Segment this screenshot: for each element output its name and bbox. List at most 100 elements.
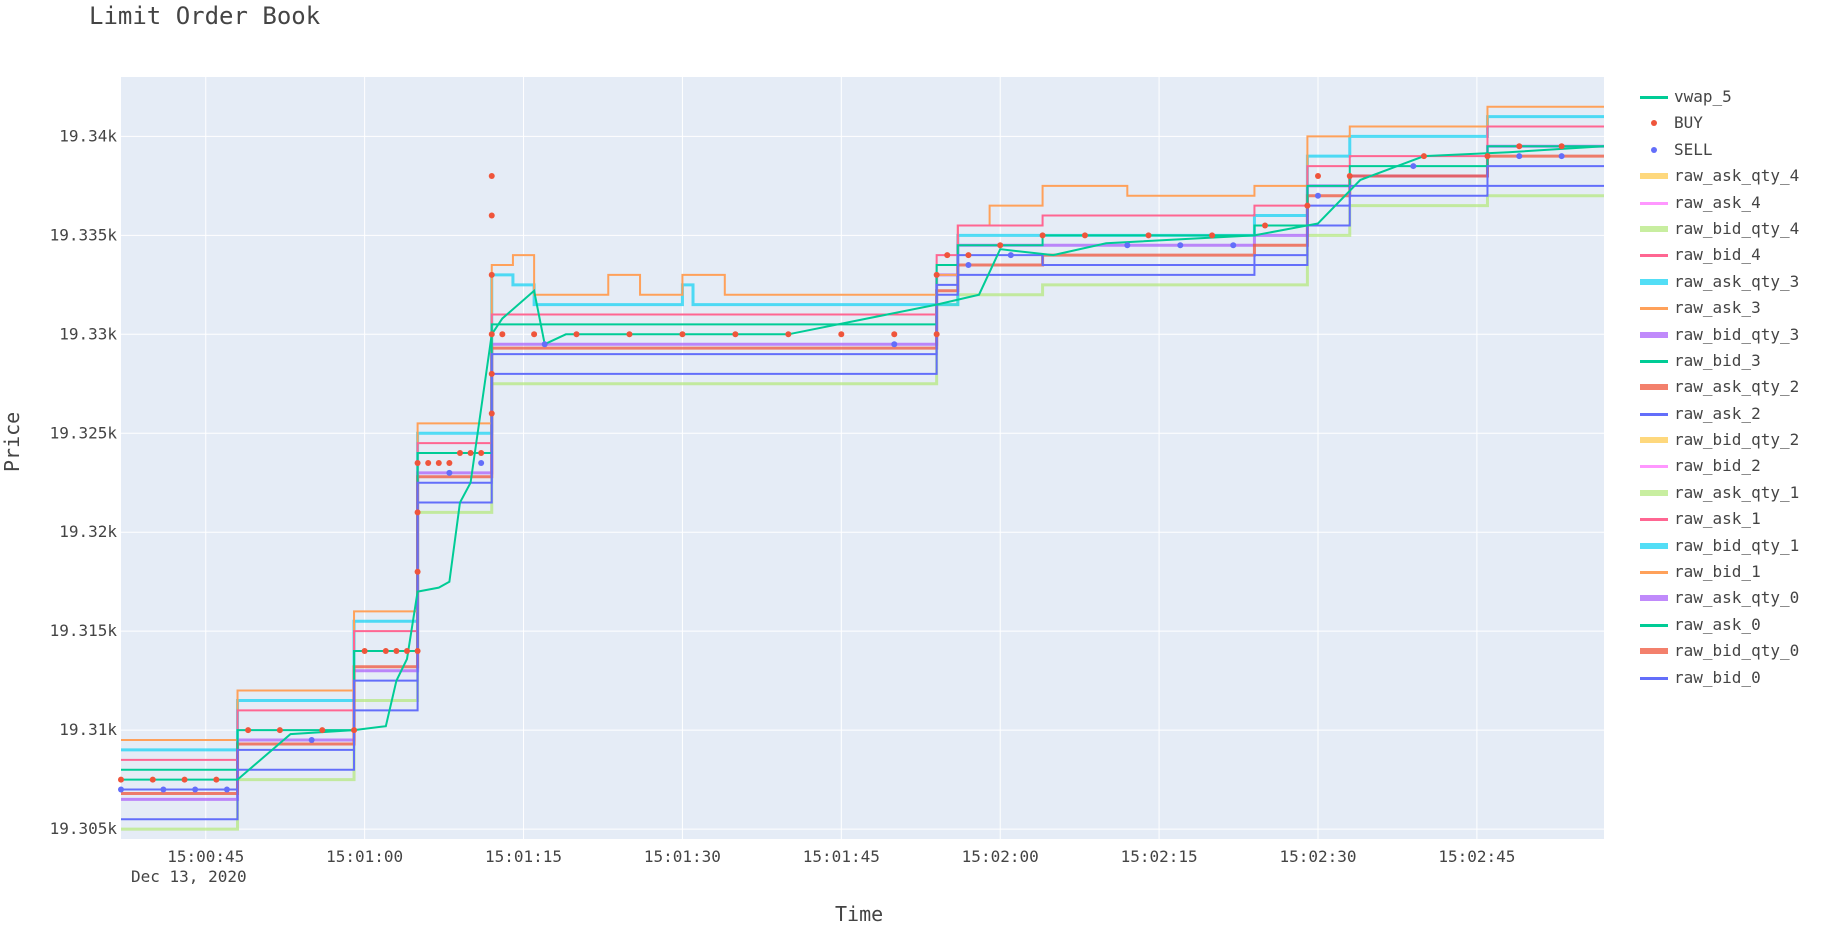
sell-point [478, 459, 485, 466]
x-tick-label: 15:02:15 [1121, 847, 1198, 866]
legend-swatch [1640, 595, 1668, 602]
legend-swatch [1640, 359, 1668, 363]
sell-point [1124, 242, 1131, 249]
buy-point [1081, 232, 1088, 239]
sell-point [308, 737, 315, 744]
legend-label: raw_ask_qty_3 [1674, 271, 1800, 291]
sell-point [160, 786, 167, 793]
sell-point [1230, 242, 1237, 249]
series-raw-bid-0 [121, 165, 1604, 791]
legend-item-buy[interactable]: BUY [1640, 110, 1799, 136]
y-tick-labels: 19.305k 19.31k 19.315k 19.32k 19.325k 19.33k 1… [50, 126, 118, 838]
sell-point [1558, 153, 1565, 160]
buy-point [626, 331, 633, 338]
legend-label: raw_bid_4 [1674, 245, 1761, 265]
series-raw-ask-3 [121, 105, 1604, 742]
legend-swatch [1640, 465, 1668, 469]
buy-point [456, 450, 463, 457]
buy-point [467, 450, 474, 457]
sell-point [223, 786, 230, 793]
legend-label: raw_bid_qty_2 [1674, 430, 1800, 450]
buy-point [1346, 172, 1353, 179]
y-tick-label: 19.335k [50, 225, 118, 244]
y-tick-label: 19.34k [59, 126, 117, 145]
buy-point [414, 568, 421, 575]
sell-point [1314, 192, 1321, 199]
price-levels [121, 105, 1604, 821]
buy-point [276, 727, 283, 734]
series-vwap-5 [121, 145, 1605, 781]
legend-item-raw-bid-qty-1[interactable]: raw_bid_qty_1 [1640, 533, 1799, 559]
legend-item-raw-ask-qty-4[interactable]: raw_ask_qty_4 [1640, 163, 1799, 189]
legend-swatch [1640, 278, 1668, 285]
buy-point [488, 271, 495, 278]
legend-swatch [1640, 307, 1668, 311]
legend-item-raw-ask-4[interactable]: raw_ask_4 [1640, 190, 1799, 216]
chart-title: Limit Order Book [89, 2, 321, 30]
sell-point [1007, 252, 1014, 259]
sell-point [541, 341, 548, 348]
legend-swatch [1640, 173, 1668, 180]
legend-item-raw-bid-2[interactable]: raw_bid_2 [1640, 453, 1799, 479]
legend-item-raw-ask-0[interactable]: raw_ask_0 [1640, 612, 1799, 638]
legend-label: raw_bid_qty_4 [1674, 218, 1800, 238]
y-tick-label: 19.32k [59, 522, 117, 541]
buy-point [488, 172, 495, 179]
legend-label: raw_ask_qty_1 [1674, 482, 1800, 502]
legend-item-raw-bid-4[interactable]: raw_bid_4 [1640, 242, 1799, 268]
legend-label: raw_ask_4 [1674, 192, 1761, 212]
legend-label: raw_bid_2 [1674, 456, 1761, 476]
legend-item-raw-bid-1[interactable]: raw_bid_1 [1640, 559, 1799, 585]
legend-item-raw-ask-3[interactable]: raw_ask_3 [1640, 295, 1799, 321]
legend-swatch [1640, 542, 1668, 549]
sell-point [446, 469, 453, 476]
legend-item-raw-ask-qty-0[interactable]: raw_ask_qty_0 [1640, 585, 1799, 611]
buy-point [245, 727, 252, 734]
vwap-layer [121, 145, 1605, 781]
legend-label: raw_ask_qty_4 [1674, 166, 1800, 186]
legend-item-sell[interactable]: SELL [1640, 137, 1799, 163]
x-tick-labels: 15:00:45 15:01:00 15:01:15 15:01:30 15:01:45… [167, 847, 1515, 866]
legend-item-raw-bid-qty-0[interactable]: raw_bid_qty_0 [1640, 638, 1799, 664]
legend-swatch [1640, 489, 1668, 496]
legend-item-vwap-5[interactable]: vwap_5 [1640, 84, 1799, 110]
x-tick-label: 15:01:00 [326, 847, 403, 866]
legend-item-raw-ask-2[interactable]: raw_ask_2 [1640, 401, 1799, 427]
buy-point [488, 370, 495, 377]
legend-item-raw-ask-qty-3[interactable]: raw_ask_qty_3 [1640, 269, 1799, 295]
trade-markers [118, 143, 1565, 793]
buy-point [1420, 153, 1427, 160]
legend-item-raw-bid-qty-2[interactable]: raw_bid_qty_2 [1640, 427, 1799, 453]
legend-label: vwap_5 [1674, 87, 1732, 106]
legend-label: raw_bid_qty_1 [1674, 535, 1800, 555]
x-tick-label: 15:02:30 [1279, 847, 1356, 866]
buy-point [785, 331, 792, 338]
legend-item-raw-ask-1[interactable]: raw_ask_1 [1640, 506, 1799, 532]
legend-label: raw_bid_1 [1674, 562, 1761, 582]
legend-item-raw-bid-0[interactable]: raw_bid_0 [1640, 665, 1799, 691]
legend-item-raw-bid-qty-4[interactable]: raw_bid_qty_4 [1640, 216, 1799, 242]
buy-point [404, 647, 411, 654]
plot-area [121, 77, 1604, 839]
buy-point [319, 727, 326, 734]
legend-item-raw-bid-qty-3[interactable]: raw_bid_qty_3 [1640, 322, 1799, 348]
buy-point [1145, 232, 1152, 239]
buy-point [414, 647, 421, 654]
legend-label: raw_ask_3 [1674, 298, 1761, 318]
legend-item-raw-ask-qty-2[interactable]: raw_ask_qty_2 [1640, 374, 1799, 400]
buy-point [933, 331, 940, 338]
sell-point [891, 341, 898, 348]
x-axis-title: Time [835, 902, 884, 926]
legend-item-raw-bid-3[interactable]: raw_bid_3 [1640, 348, 1799, 374]
x-tick-label: 15:01:30 [644, 847, 721, 866]
series-raw-ask-1 [121, 125, 1604, 761]
legend-label: raw_bid_0 [1674, 667, 1761, 687]
buy-point [435, 459, 442, 466]
buy-point [732, 331, 739, 338]
legend-swatch [1640, 571, 1668, 575]
buy-point [499, 331, 506, 338]
legend-label: raw_bid_3 [1674, 350, 1761, 370]
legend-item-raw-ask-qty-1[interactable]: raw_ask_qty_1 [1640, 480, 1799, 506]
buy-point [118, 776, 124, 783]
legend-swatch [1640, 96, 1668, 99]
